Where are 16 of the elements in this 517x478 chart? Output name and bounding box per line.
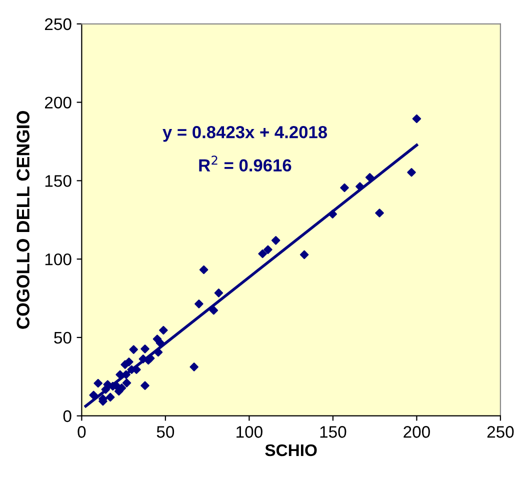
y-tick-label: 50 (54, 332, 72, 344)
y-tick-label: 100 (45, 253, 72, 266)
annotation: y = 0.8423x + 4.2018 (162, 126, 328, 142)
y-tick-label: 0 (63, 410, 72, 422)
y-tick-label: 200 (45, 96, 72, 108)
x-tick-label: 200 (404, 426, 430, 438)
annotation: R$^{2}$ = 0.9616 (199, 156, 292, 172)
y-tick-label: 250 (45, 18, 72, 30)
x-tick-label: 100 (236, 426, 262, 438)
y-tick-label: 150 (45, 175, 72, 187)
x-tick-label: 50 (156, 426, 174, 438)
x-tick-label: 0 (78, 426, 86, 438)
y-axis-title: COGOLLO DELL CENGIO (16, 110, 30, 329)
x-axis-title: SCHIO (265, 444, 317, 456)
x-tick-label: 250 (487, 426, 514, 438)
x-tick-label: 150 (320, 426, 346, 438)
